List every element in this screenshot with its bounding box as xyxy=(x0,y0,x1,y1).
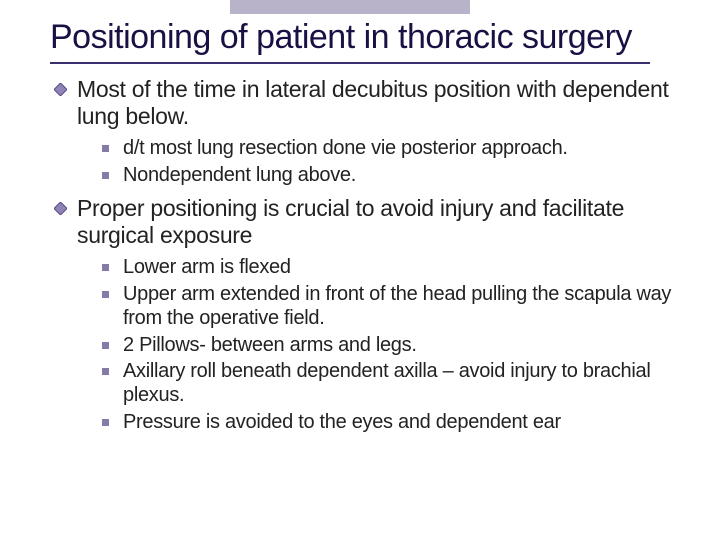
sub-list: Lower arm is flexed Upper arm extended i… xyxy=(102,255,684,434)
sub-bullet-item: d/t most lung resection done vie posteri… xyxy=(102,136,684,160)
sub-bullet-text: Pressure is avoided to the eyes and depe… xyxy=(123,410,561,434)
sub-bullet-text: 2 Pillows- between arms and legs. xyxy=(123,333,417,357)
square-icon xyxy=(102,264,109,271)
sub-bullet-text: d/t most lung resection done vie posteri… xyxy=(123,136,568,160)
title-underline xyxy=(50,62,650,64)
sub-bullet-item: Upper arm extended in front of the head … xyxy=(102,282,684,331)
sub-bullet-item: Nondependent lung above. xyxy=(102,163,684,187)
slide-title: Positioning of patient in thoracic surge… xyxy=(50,18,684,56)
bullet-item: Most of the time in lateral decubitus po… xyxy=(54,76,684,130)
square-icon xyxy=(102,342,109,349)
sub-bullet-item: Axillary roll beneath dependent axilla –… xyxy=(102,359,684,408)
square-icon xyxy=(102,172,109,179)
sub-bullet-text: Axillary roll beneath dependent axilla –… xyxy=(123,359,684,408)
sub-bullet-item: Lower arm is flexed xyxy=(102,255,684,279)
square-icon xyxy=(102,291,109,298)
square-icon xyxy=(102,368,109,375)
diamond-icon xyxy=(54,202,67,215)
sub-bullet-text: Nondependent lung above. xyxy=(123,163,356,187)
sub-bullet-item: 2 Pillows- between arms and legs. xyxy=(102,333,684,357)
square-icon xyxy=(102,419,109,426)
square-icon xyxy=(102,145,109,152)
sub-bullet-text: Lower arm is flexed xyxy=(123,255,291,279)
diamond-icon xyxy=(54,83,67,96)
bullet-text: Proper positioning is crucial to avoid i… xyxy=(77,195,684,249)
slide-content: Most of the time in lateral decubitus po… xyxy=(50,76,684,434)
top-accent-bar xyxy=(230,0,470,14)
bullet-item: Proper positioning is crucial to avoid i… xyxy=(54,195,684,249)
bullet-text: Most of the time in lateral decubitus po… xyxy=(77,76,684,130)
sub-bullet-item: Pressure is avoided to the eyes and depe… xyxy=(102,410,684,434)
sub-list: d/t most lung resection done vie posteri… xyxy=(102,136,684,187)
slide: Positioning of patient in thoracic surge… xyxy=(0,0,720,540)
sub-bullet-text: Upper arm extended in front of the head … xyxy=(123,282,684,331)
